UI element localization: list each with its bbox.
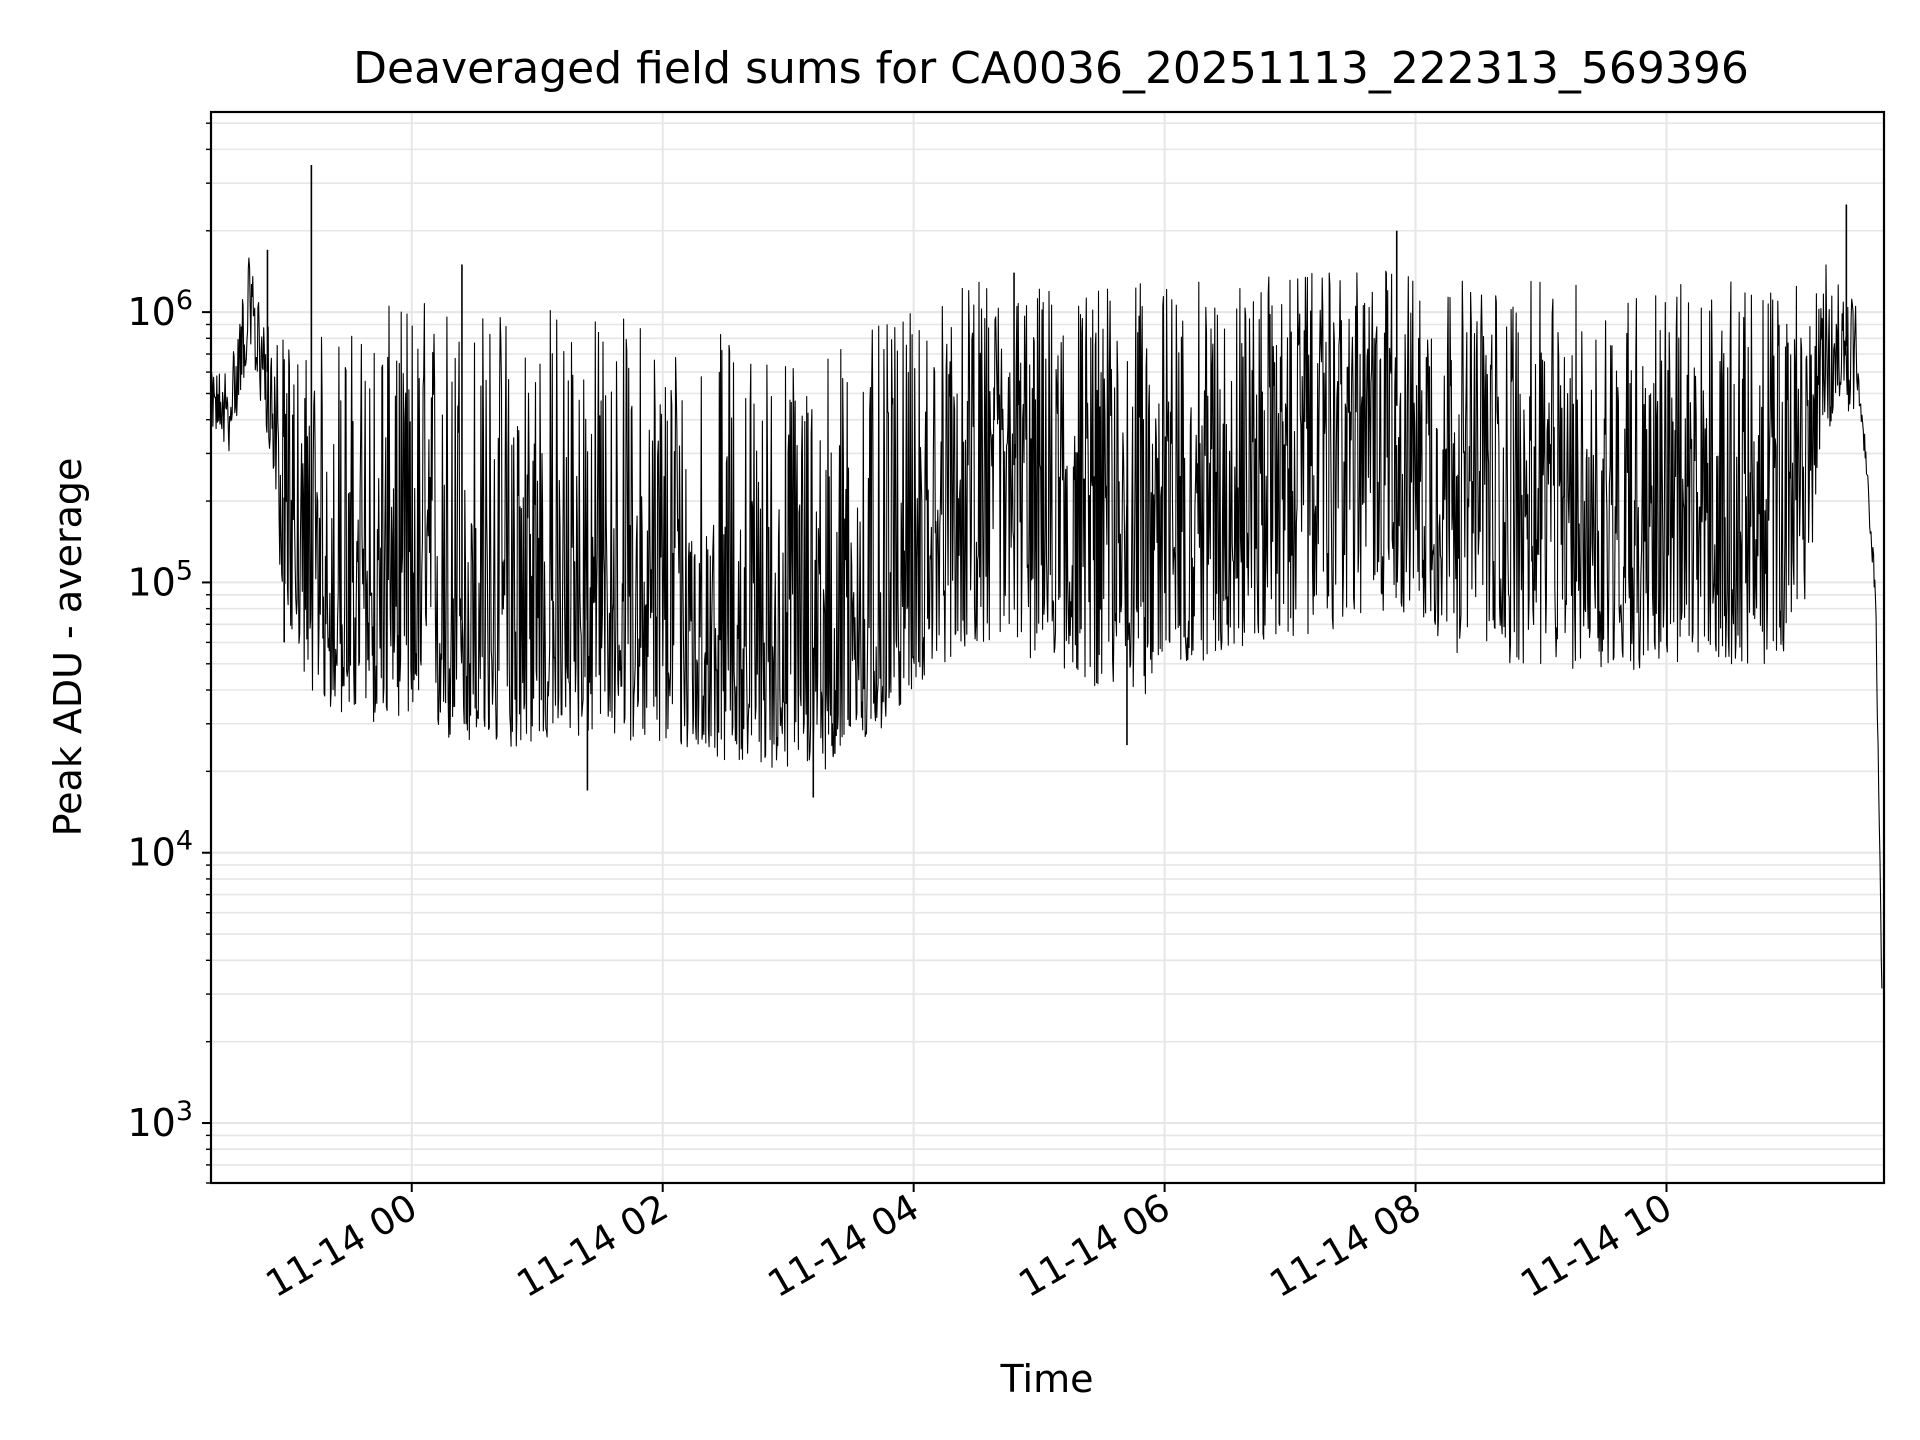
y-tick-label-exponent: 5 xyxy=(176,555,193,586)
y-tick-label-base: 10 xyxy=(127,290,175,334)
y-tick-label-base: 10 xyxy=(127,1101,175,1145)
data-series xyxy=(210,165,1883,989)
y-tick-label-exponent: 6 xyxy=(176,285,193,316)
y-axis-label: Peak ADU - average xyxy=(46,458,90,837)
y-tick-label: 103 xyxy=(127,1096,193,1145)
x-axis-label: Time xyxy=(1000,1357,1094,1401)
y-tick-label-base: 10 xyxy=(127,560,175,604)
y-tick-label-exponent: 3 xyxy=(176,1096,193,1127)
y-tick-label: 105 xyxy=(127,555,193,604)
y-tick-label-exponent: 4 xyxy=(176,826,193,857)
y-tick-label: 106 xyxy=(127,285,193,334)
data-series-line xyxy=(210,257,1883,989)
plot-frame xyxy=(209,110,1886,1185)
y-tick-label-base: 10 xyxy=(127,831,175,875)
chart-title: Deaveraged field sums for CA0036_2025111… xyxy=(353,43,1749,94)
y-tick-label: 104 xyxy=(127,826,193,875)
